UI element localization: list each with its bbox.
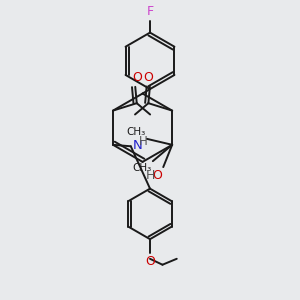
Text: H: H — [146, 169, 155, 182]
Text: O: O — [146, 255, 155, 268]
Text: CH₃: CH₃ — [132, 163, 152, 172]
Text: O: O — [143, 71, 153, 84]
Text: H: H — [139, 135, 148, 148]
Text: O: O — [132, 71, 142, 84]
Text: O: O — [152, 169, 162, 182]
Text: N: N — [132, 139, 142, 152]
Text: F: F — [146, 5, 154, 18]
Text: CH₃: CH₃ — [126, 128, 146, 137]
